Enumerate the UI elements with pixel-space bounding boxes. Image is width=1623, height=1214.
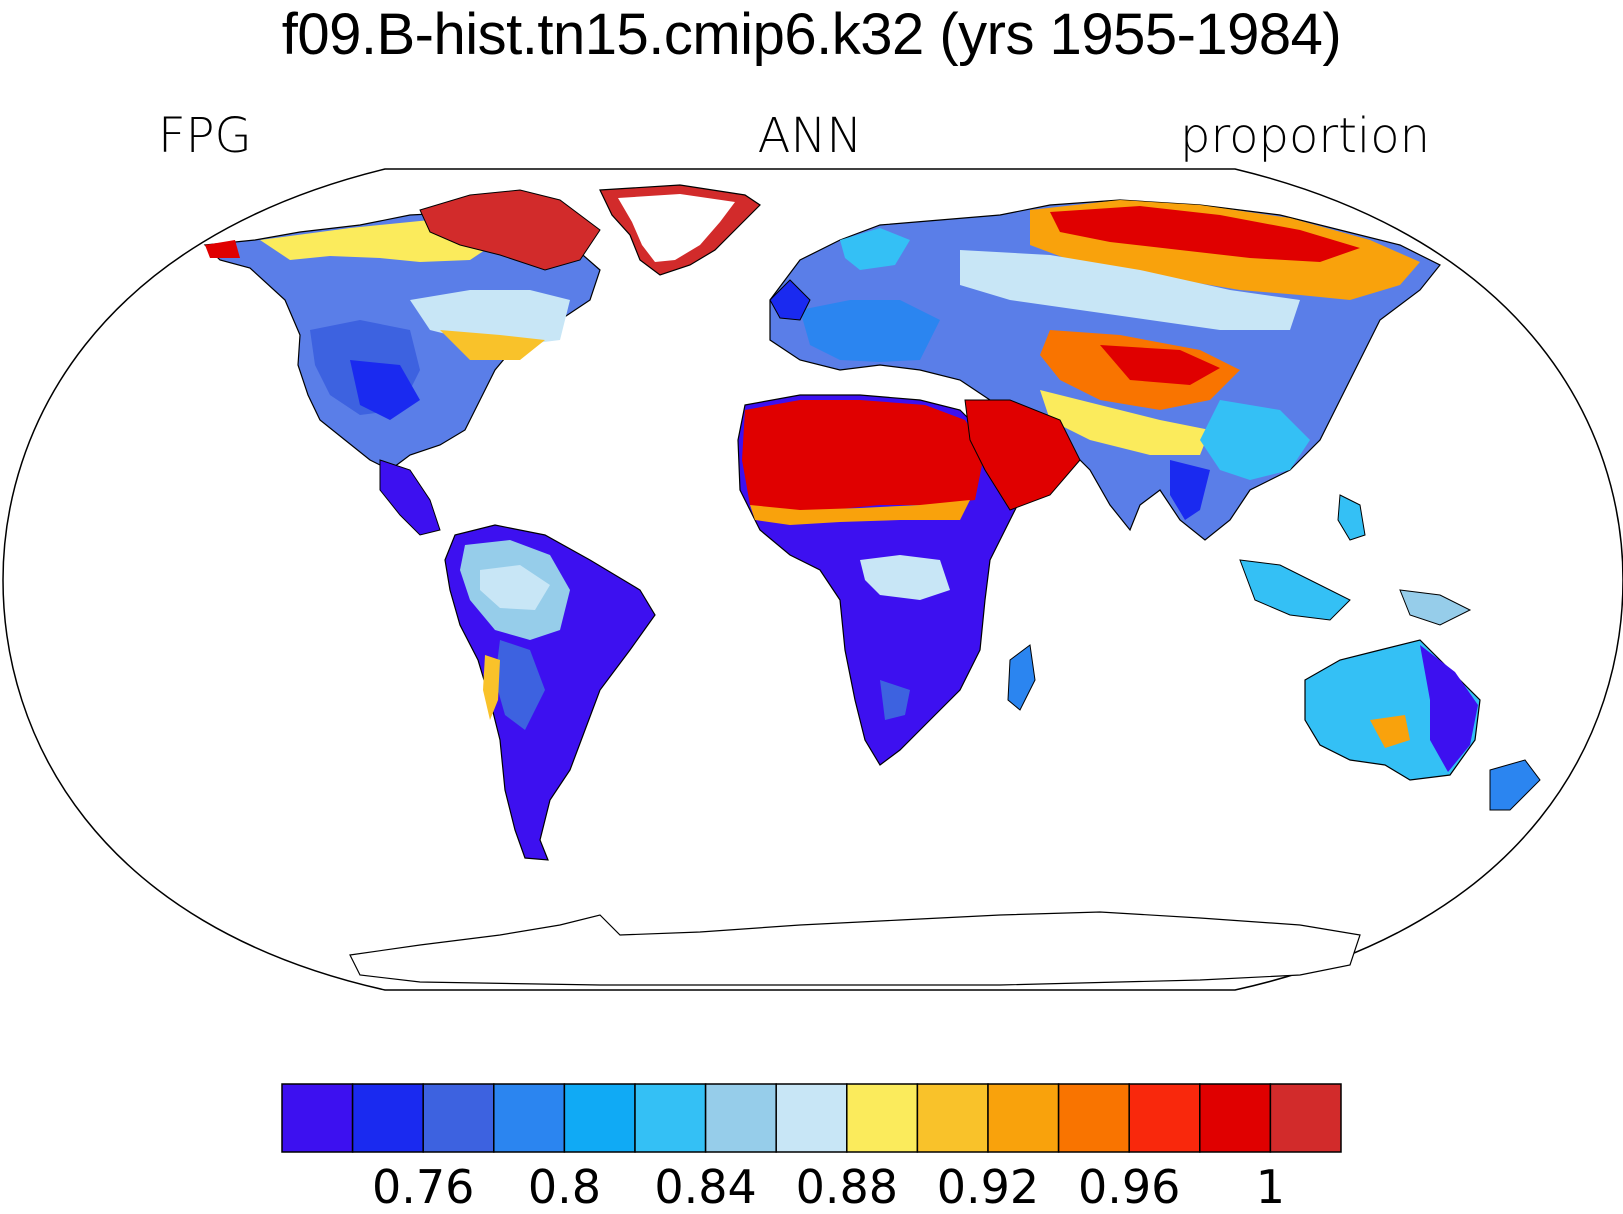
colorbar-box xyxy=(351,1083,424,1153)
north-america xyxy=(203,189,601,536)
colorbar-tick-label: 0.92 xyxy=(936,1160,1040,1214)
colorbar-tick-label: 0.76 xyxy=(371,1160,475,1214)
colorbar-box xyxy=(493,1083,566,1153)
colorbar-tick-label: 0.84 xyxy=(654,1160,757,1214)
colorbar-tick-label: 0.88 xyxy=(795,1160,898,1214)
season-label: ANN xyxy=(757,108,863,164)
colorbar-box xyxy=(846,1083,919,1153)
colorbar-box xyxy=(563,1083,636,1153)
colorbar-box xyxy=(1199,1083,1272,1153)
africa xyxy=(737,394,1081,766)
colorbar-box xyxy=(1057,1083,1130,1153)
colorbar-box xyxy=(634,1083,707,1153)
south-america xyxy=(444,524,656,861)
variable-label: FPG xyxy=(158,108,252,164)
colorbar-box xyxy=(987,1083,1060,1153)
colorbar-tick-label: 1 xyxy=(1255,1160,1286,1214)
colorbar-box xyxy=(1269,1083,1342,1153)
colorbar-box xyxy=(916,1083,989,1153)
colorbar xyxy=(281,1083,1342,1153)
colorbar-box xyxy=(1128,1083,1201,1153)
colorbar-box xyxy=(422,1083,495,1153)
maritime-asia xyxy=(1239,494,1472,626)
colorbar-box xyxy=(704,1083,777,1153)
eurasia xyxy=(769,199,1441,541)
units-label: proportion xyxy=(1180,108,1431,164)
australia xyxy=(1304,639,1541,811)
colorbar-box xyxy=(281,1083,354,1153)
greenland xyxy=(599,184,761,276)
colorbar-tick-label: 0.8 xyxy=(527,1160,601,1214)
antarctica xyxy=(349,911,1361,986)
colorbar-tick-label: 0.96 xyxy=(1077,1160,1181,1214)
colorbar-box xyxy=(775,1083,848,1153)
plot-title: f09.B-hist.tn15.cmip6.k32 (yrs 1955-1984… xyxy=(281,2,1342,67)
